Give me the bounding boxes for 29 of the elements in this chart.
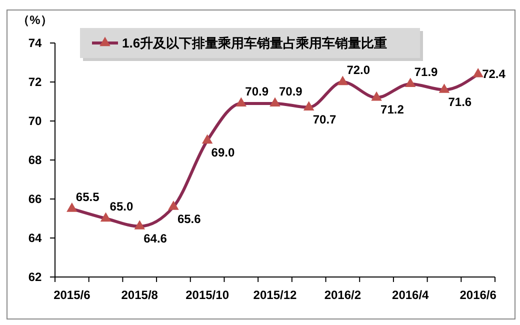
x-tick-label: 2015/6 (54, 288, 91, 302)
x-tick-label: 2015/8 (121, 288, 158, 302)
x-tick-label: 2016/4 (392, 288, 430, 302)
y-tick-label: 66 (28, 192, 42, 206)
data-label: 64.6 (144, 231, 168, 246)
legend-label: 1.6升及以下排量乘用车销量占乘用车销量比重 (122, 36, 388, 51)
data-label: 65.0 (110, 200, 134, 214)
data-label: 71.6 (448, 94, 472, 109)
data-label: 71.2 (380, 102, 404, 117)
data-label: 70.9 (279, 84, 303, 98)
y-tick-label: 74 (28, 36, 42, 50)
y-tick-label: 62 (28, 270, 42, 284)
data-label: 71.9 (414, 64, 438, 79)
data-label: 70.9 (245, 84, 269, 98)
x-tick-label: 2015/12 (253, 288, 298, 302)
x-tick-label: 2016/2 (324, 288, 362, 302)
x-tick-label: 2016/6 (460, 288, 497, 302)
data-label: 72.4 (482, 67, 506, 82)
y-tick-label: 68 (28, 153, 42, 168)
x-tick-label: 2015/10 (186, 288, 230, 302)
y-tick-label: 72 (28, 75, 42, 90)
data-label: 69.0 (211, 146, 235, 160)
data-label: 70.7 (312, 112, 337, 126)
data-label: 65.6 (177, 212, 202, 226)
y-tick-label: 70 (28, 114, 42, 128)
y-tick-label: 64 (28, 231, 42, 246)
data-label: 72.0 (346, 63, 370, 77)
data-label: 65.5 (76, 190, 100, 204)
y-axis-title: （%） (18, 13, 52, 27)
